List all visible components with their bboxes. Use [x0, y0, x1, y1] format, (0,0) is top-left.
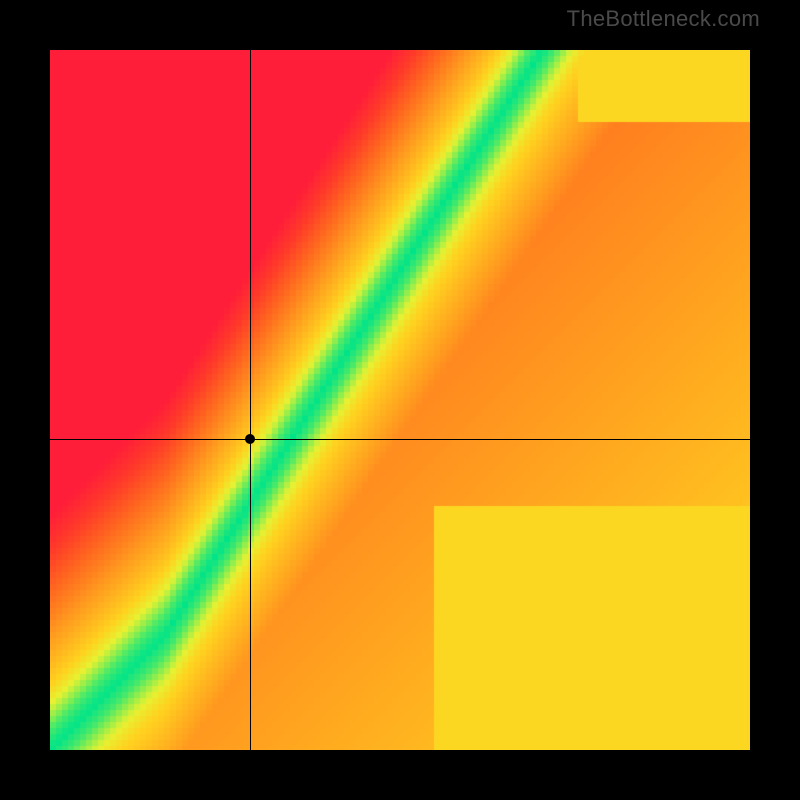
watermark-text: TheBottleneck.com — [567, 6, 760, 32]
heatmap-plot — [50, 50, 750, 750]
crosshair-horizontal — [50, 439, 750, 440]
crosshair-marker-dot — [245, 434, 255, 444]
heatmap-canvas — [50, 50, 750, 750]
crosshair-vertical — [250, 50, 251, 750]
